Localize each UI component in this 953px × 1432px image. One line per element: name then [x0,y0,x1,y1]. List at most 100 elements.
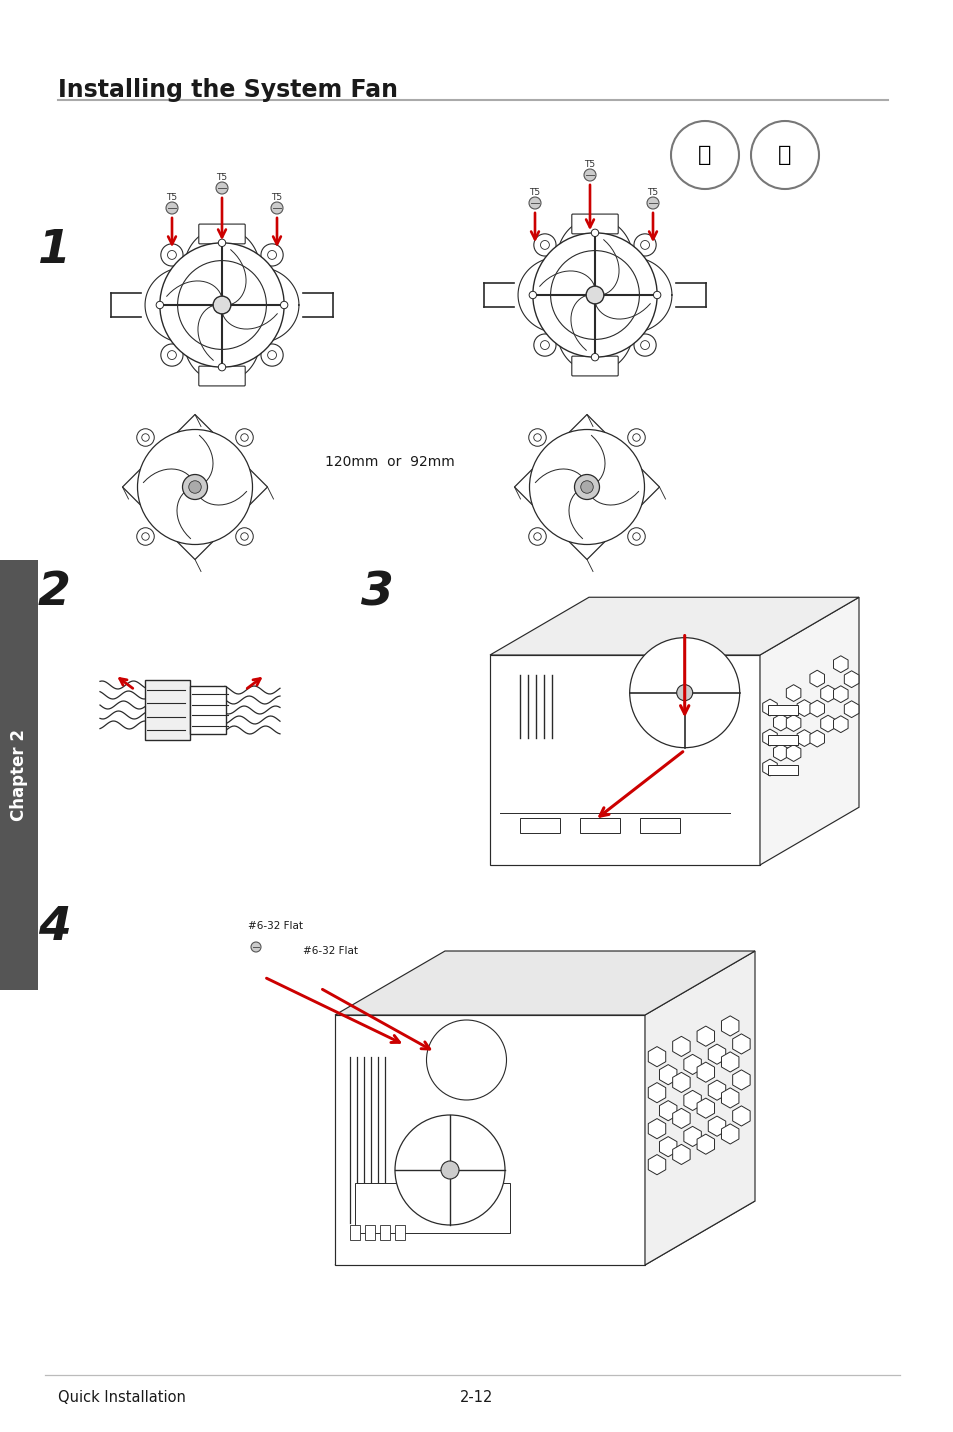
Polygon shape [490,597,858,654]
Polygon shape [820,715,835,732]
Polygon shape [707,1044,725,1064]
Circle shape [627,528,644,546]
Circle shape [591,229,598,236]
Bar [0,560,38,990]
Circle shape [240,533,248,540]
Polygon shape [648,1154,665,1174]
Circle shape [634,233,656,256]
Polygon shape [697,1027,714,1047]
FancyBboxPatch shape [190,686,226,735]
Text: 1: 1 [37,228,71,274]
Circle shape [136,528,154,546]
Polygon shape [672,1108,689,1128]
Text: T5: T5 [647,188,658,198]
Polygon shape [720,1053,739,1073]
Bar [355,1183,510,1233]
Polygon shape [335,1015,644,1264]
Circle shape [235,528,253,546]
Circle shape [583,169,596,180]
Polygon shape [843,670,858,687]
Polygon shape [707,1080,725,1100]
Circle shape [271,202,283,213]
Polygon shape [785,745,800,762]
Polygon shape [644,951,754,1264]
Circle shape [629,637,739,748]
FancyBboxPatch shape [145,680,190,740]
Circle shape [632,434,639,441]
Text: 🧤: 🧤 [698,145,711,165]
Bar [767,765,797,775]
Polygon shape [760,597,858,865]
Circle shape [251,942,261,952]
Polygon shape [773,745,787,760]
Polygon shape [820,686,835,702]
Text: 4: 4 [37,905,71,949]
Circle shape [750,120,818,189]
Circle shape [440,1161,458,1179]
FancyBboxPatch shape [571,213,618,233]
Circle shape [627,428,644,447]
Polygon shape [122,414,267,560]
Polygon shape [659,1064,677,1085]
Circle shape [268,351,276,359]
Circle shape [213,296,231,314]
Polygon shape [732,1106,749,1126]
Bar [639,818,679,832]
Polygon shape [773,715,787,730]
Circle shape [161,243,183,266]
Circle shape [529,198,540,209]
Bar [350,1224,359,1240]
Circle shape [529,430,644,544]
Polygon shape [762,699,777,716]
Circle shape [240,434,248,441]
Circle shape [182,474,208,500]
Circle shape [585,286,603,304]
Circle shape [156,301,163,309]
Text: T5: T5 [166,193,177,202]
Circle shape [261,243,283,266]
Circle shape [218,364,226,371]
Circle shape [168,351,176,359]
Circle shape [142,434,149,441]
Circle shape [166,202,178,213]
Polygon shape [683,1127,700,1147]
Polygon shape [683,1090,700,1110]
Circle shape [177,261,266,349]
Polygon shape [809,730,823,748]
Bar [365,1224,375,1240]
Circle shape [261,344,283,367]
Circle shape [136,428,154,447]
Polygon shape [809,700,823,717]
Polygon shape [490,654,760,865]
Polygon shape [648,1047,665,1067]
Polygon shape [720,1124,739,1144]
Polygon shape [833,716,847,733]
Polygon shape [785,715,800,732]
Circle shape [168,251,176,259]
Text: T5: T5 [216,173,228,182]
Polygon shape [732,1034,749,1054]
Circle shape [550,251,639,339]
Circle shape [161,344,183,367]
Text: T5: T5 [584,160,595,169]
Text: T5: T5 [529,188,540,198]
FancyBboxPatch shape [198,367,245,385]
Circle shape [534,233,556,256]
Polygon shape [797,730,811,746]
Circle shape [529,291,536,299]
Polygon shape [697,1134,714,1154]
FancyBboxPatch shape [571,357,618,377]
Circle shape [268,251,276,259]
Bar [379,1224,390,1240]
Polygon shape [720,1015,739,1035]
Circle shape [676,684,692,700]
Circle shape [218,239,226,246]
Polygon shape [659,1101,677,1121]
Polygon shape [833,686,847,703]
Circle shape [160,243,284,367]
Circle shape [528,428,546,447]
Circle shape [632,533,639,540]
Circle shape [534,334,556,357]
Circle shape [528,528,546,546]
Polygon shape [335,951,754,1015]
